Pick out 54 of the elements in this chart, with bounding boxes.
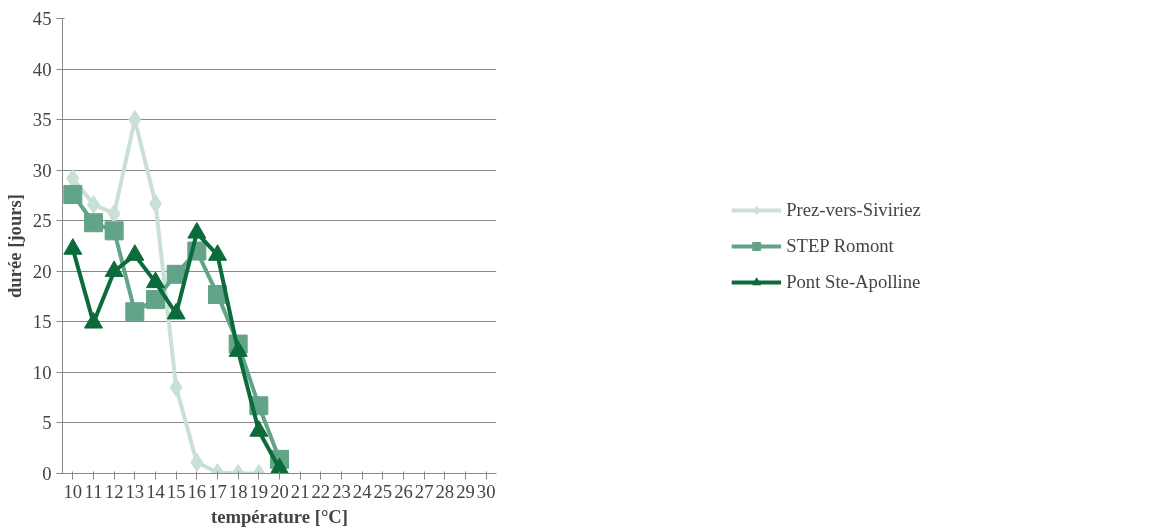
x-axis-title: température [°C] xyxy=(210,505,349,527)
legend-label: Pont Ste-Apolline xyxy=(786,270,921,293)
point xyxy=(104,221,124,241)
x-tick-label: 29 xyxy=(456,480,475,502)
point xyxy=(146,290,165,310)
x-tick-label: 23 xyxy=(332,480,351,502)
x-tick-label: 17 xyxy=(208,480,227,502)
y-tick-label: 35 xyxy=(32,109,52,131)
y-tick-label: 20 xyxy=(32,260,52,282)
y-tick-label: 5 xyxy=(42,412,52,434)
y-tick-label: 10 xyxy=(32,361,52,383)
point xyxy=(146,271,165,289)
x-tick-label: 26 xyxy=(394,480,413,502)
point xyxy=(249,420,269,437)
point xyxy=(228,340,248,357)
x-tick-label: 20 xyxy=(270,480,289,502)
x-tick-label: 19 xyxy=(249,480,269,502)
point xyxy=(84,311,103,329)
legend-label: STEP Romont xyxy=(786,234,894,257)
point xyxy=(84,213,103,233)
point xyxy=(125,244,145,261)
x-tick-label: 14 xyxy=(146,480,166,502)
x-tick-label: 22 xyxy=(311,480,331,502)
point xyxy=(63,184,83,204)
point xyxy=(270,457,289,474)
x-tick-label: 30 xyxy=(476,480,496,502)
point xyxy=(166,264,186,284)
x-tick-label: 25 xyxy=(373,480,393,502)
legend-label: Prez-vers-Siviriez xyxy=(786,198,921,221)
x-tick-label: 11 xyxy=(84,480,103,502)
x-tick-label: 13 xyxy=(125,480,145,502)
x-tick-label: 12 xyxy=(104,480,124,502)
point xyxy=(63,238,83,255)
y-tick-label: 0 xyxy=(42,463,52,484)
y-tick-label: 15 xyxy=(32,311,52,333)
x-tick-label: 28 xyxy=(435,480,455,502)
y-tick-label: 40 xyxy=(32,58,52,80)
point xyxy=(125,302,145,322)
x-tick-label: 27 xyxy=(414,480,434,502)
x-tick-label: 16 xyxy=(187,480,207,502)
x-tick-label: 18 xyxy=(228,480,248,502)
point xyxy=(107,204,121,224)
point xyxy=(208,244,227,261)
x-tick-label: 10 xyxy=(63,480,83,502)
y-tick-label: 30 xyxy=(32,159,52,181)
point xyxy=(104,260,124,277)
x-tick-label: 15 xyxy=(166,480,186,502)
x-tick-label: 24 xyxy=(352,480,373,502)
x-tick-label: 21 xyxy=(290,480,310,502)
point xyxy=(166,302,186,320)
y-axis-title: durée [jours] xyxy=(3,193,25,299)
point xyxy=(66,168,80,188)
y-tick-label: 45 xyxy=(32,8,52,29)
y-tick-label: 25 xyxy=(32,210,52,232)
